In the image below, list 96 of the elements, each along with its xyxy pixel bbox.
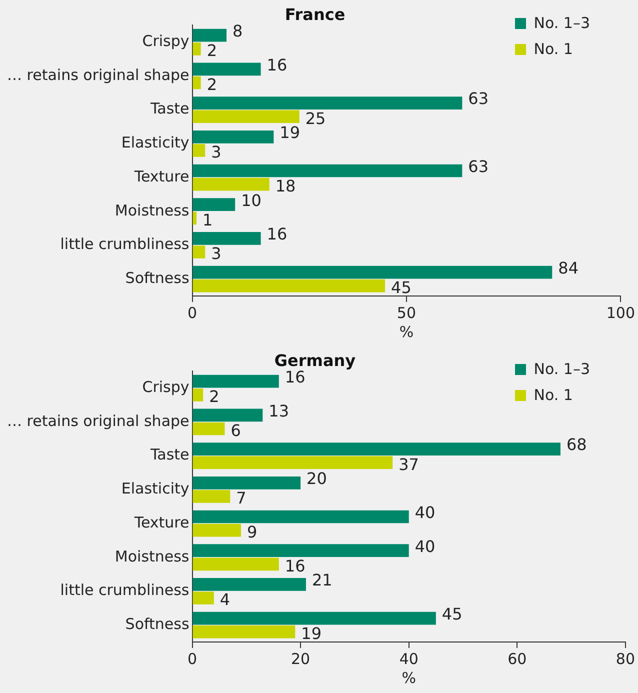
- bar: [192, 198, 236, 212]
- bar: [192, 422, 225, 436]
- bar: [192, 510, 409, 524]
- data-label: 19: [301, 624, 322, 643]
- bar: [192, 388, 204, 402]
- data-label: 45: [442, 604, 462, 624]
- data-label: 45: [391, 278, 412, 297]
- x-tick-label: 60: [508, 650, 527, 668]
- bar: [192, 612, 436, 625]
- bar: [192, 144, 206, 157]
- bar: [192, 178, 270, 191]
- data-label: 16: [266, 55, 288, 74]
- bar: [192, 130, 274, 144]
- data-label: 4: [220, 590, 230, 610]
- bar: [192, 374, 279, 388]
- y-tick-label: Elasticity: [121, 134, 190, 152]
- legend-label: No. 1–3: [534, 14, 590, 32]
- y-tick-label: … retains original shape: [7, 412, 190, 430]
- data-label: 8: [232, 22, 243, 41]
- bar: [192, 232, 261, 245]
- y-tick-label: little crumbliness: [60, 235, 190, 254]
- bar: [192, 408, 263, 422]
- data-label: 7: [236, 488, 246, 508]
- data-label: 16: [284, 556, 306, 576]
- legend-label: No. 1: [534, 40, 573, 58]
- chart-title: Germany: [274, 350, 356, 370]
- y-tick-label: Texture: [133, 513, 190, 532]
- bar: [192, 456, 393, 470]
- legend-label: No. 1–3: [534, 360, 590, 378]
- bar: [192, 578, 306, 591]
- bar: [192, 476, 301, 490]
- data-label: 16: [284, 368, 306, 387]
- data-label: 40: [414, 502, 436, 522]
- legend-label: No. 1: [534, 386, 573, 404]
- data-label: 18: [275, 176, 296, 196]
- bar: [192, 524, 241, 537]
- bar: [192, 62, 261, 76]
- bar: [192, 164, 462, 178]
- data-label: 6: [230, 420, 241, 440]
- bar: [192, 625, 296, 638]
- y-tick-label: Crispy: [142, 32, 190, 50]
- data-label: 63: [468, 89, 489, 108]
- y-tick-label: Texture: [133, 167, 190, 186]
- data-label: 3: [211, 244, 222, 264]
- data-label: 2: [206, 41, 218, 60]
- bar: [192, 28, 227, 42]
- bar: [192, 110, 300, 124]
- y-tick-label: little crumbliness: [60, 581, 190, 600]
- data-label: 68: [566, 435, 587, 454]
- y-tick-label: Moistness: [114, 547, 190, 566]
- data-label: 1: [202, 210, 213, 230]
- y-tick-label: Softness: [125, 268, 190, 287]
- bar: [192, 592, 214, 604]
- data-label: 16: [266, 224, 288, 244]
- bar: [192, 96, 462, 110]
- bar: [192, 544, 409, 558]
- x-tick-label: 0: [187, 650, 198, 668]
- x-axis-title: %: [399, 322, 414, 341]
- y-tick-label: Crispy: [142, 378, 190, 396]
- data-label: 9: [246, 522, 258, 542]
- data-label: 3: [211, 142, 222, 162]
- y-tick-label: Taste: [149, 100, 190, 118]
- y-tick-label: Taste: [149, 446, 190, 464]
- x-tick-label: 80: [616, 650, 636, 668]
- y-tick-label: Elasticity: [121, 480, 190, 498]
- x-tick-label: 40: [399, 650, 418, 668]
- bar: [192, 558, 279, 571]
- bar: [192, 279, 386, 292]
- y-tick-label: Softness: [125, 614, 190, 633]
- data-label: 19: [280, 123, 300, 142]
- bar: [192, 42, 201, 56]
- data-label: 2: [209, 387, 220, 406]
- x-tick-label: 50: [396, 304, 416, 322]
- bar: [192, 246, 206, 258]
- y-tick-label: Moistness: [114, 201, 190, 220]
- x-tick-label: 20: [291, 650, 310, 668]
- y-tick-label: … retains original shape: [7, 66, 190, 84]
- data-label: 37: [398, 454, 419, 474]
- data-label: 13: [268, 401, 290, 420]
- data-label: 2: [206, 74, 218, 94]
- data-label: 84: [558, 258, 578, 278]
- data-label: 40: [414, 536, 436, 556]
- data-label: 21: [312, 570, 332, 590]
- data-label: 25: [305, 108, 326, 128]
- bar: [192, 76, 201, 90]
- x-axis-title: %: [402, 668, 416, 687]
- data-label: 10: [241, 190, 262, 210]
- data-label: 20: [306, 469, 327, 488]
- bar: [192, 442, 560, 456]
- chart-title: France: [284, 4, 346, 24]
- bar: [192, 490, 230, 503]
- bar: [192, 266, 552, 279]
- x-tick-label: 0: [187, 304, 198, 322]
- x-tick-label: 100: [606, 304, 636, 322]
- data-label: 63: [468, 156, 489, 176]
- bar: [192, 212, 197, 225]
